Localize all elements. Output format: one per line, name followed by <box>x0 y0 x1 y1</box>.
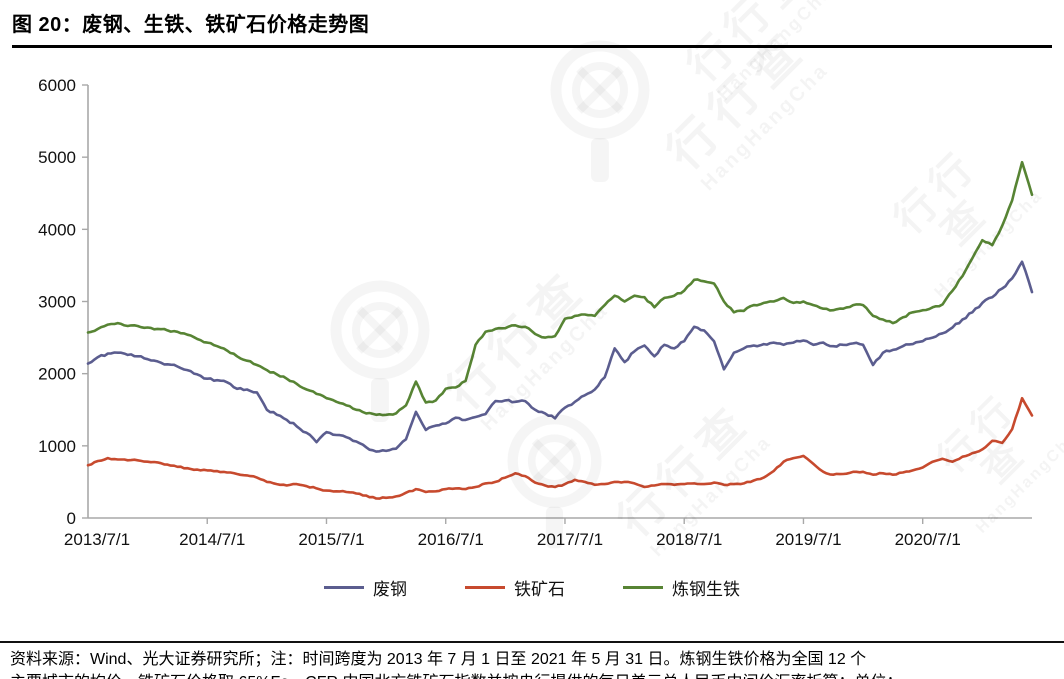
figure-title: 图 20：废钢、生铁、铁矿石价格走势图 <box>12 14 370 36</box>
y-tick-label: 0 <box>67 509 76 528</box>
legend-item: 废钢 <box>324 575 407 600</box>
legend-item: 铁矿石 <box>465 575 565 600</box>
series-line-废钢 <box>86 260 1034 453</box>
price-trend-chart: 0 1000 2000 3000 4000 5000 6000 2013/7/1 2014/7/… <box>38 76 1034 549</box>
legend-label: 炼钢生铁 <box>672 580 740 599</box>
y-tick-label: 2000 <box>38 365 76 384</box>
series-line-铁矿石 <box>86 396 1034 500</box>
y-tick-label: 6000 <box>38 76 76 95</box>
y-tick-label: 3000 <box>38 292 76 311</box>
title-block: 图 20：废钢、生铁、铁矿石价格走势图 <box>12 8 1052 48</box>
legend-line-swatch <box>324 586 364 589</box>
source-note-line2: 主要城市的均价，铁矿石价格取 65%Fe，CFR 中国北方铁矿石指数并按央行提供… <box>0 671 1064 679</box>
chart-region: 行行查HangHangCha行行查HangHangCha行行查HangHangC… <box>0 0 1064 567</box>
y-tick-label: 5000 <box>38 148 76 167</box>
legend-label: 废钢 <box>373 580 407 599</box>
x-tick-label: 2020/7/1 <box>895 530 961 549</box>
x-tick-label: 2019/7/1 <box>775 530 841 549</box>
chart-legend: 废钢 铁矿石 炼钢生铁 <box>0 575 1064 600</box>
source-note: 资料来源：Wind、光大证券研究所；注：时间跨度为 2013 年 7 月 1 日… <box>0 641 1064 679</box>
legend-line-swatch <box>623 586 663 589</box>
y-tick-label: 4000 <box>38 220 76 239</box>
x-tick-label: 2013/7/1 <box>64 530 130 549</box>
x-tick-label: 2016/7/1 <box>418 530 484 549</box>
legend-label: 铁矿石 <box>514 580 565 599</box>
legend-item: 炼钢生铁 <box>623 575 740 600</box>
x-tick-label: 2017/7/1 <box>537 530 603 549</box>
series-line-炼钢生铁 <box>86 160 1034 417</box>
x-tick-label: 2018/7/1 <box>656 530 722 549</box>
x-tick-label: 2014/7/1 <box>179 530 245 549</box>
x-tick-label: 2015/7/1 <box>298 530 364 549</box>
y-tick-label: 1000 <box>38 437 76 456</box>
source-note-line1: 资料来源：Wind、光大证券研究所；注：时间跨度为 2013 年 7 月 1 日… <box>10 651 867 668</box>
legend-line-swatch <box>465 586 505 589</box>
